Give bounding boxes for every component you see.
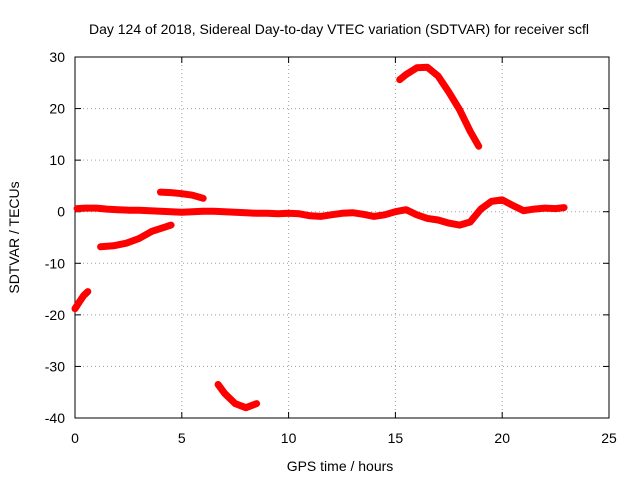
x-tick-label: 10 [281, 430, 297, 446]
series-arc-6 [396, 63, 483, 150]
y-tick-label: 20 [49, 101, 65, 117]
series-arc-3 [97, 221, 175, 251]
y-tick-label: 30 [49, 49, 65, 65]
ticks: 0 5 10 15 20 25 -40 -30 -20 -10 0 10 20 30 [45, 49, 617, 446]
series-group [71, 63, 568, 412]
y-tick-label: -40 [45, 410, 65, 426]
series-arc-5 [214, 381, 261, 412]
grid [75, 57, 609, 418]
series-arc-4 [156, 188, 207, 202]
y-tick-label: 10 [49, 152, 65, 168]
chart-title: Day 124 of 2018, Sidereal Day-to-day VTE… [89, 21, 589, 37]
series-arc-1 [71, 288, 92, 313]
x-axis-label: GPS time / hours [287, 458, 394, 474]
y-tick-label: -10 [45, 255, 65, 271]
x-tick-label: 0 [71, 430, 79, 446]
y-tick-label: -20 [45, 307, 65, 323]
plot-frame [74, 56, 610, 419]
y-axis-label: SDTVAR / TECUs [6, 181, 22, 293]
y-tick-label: -30 [45, 358, 65, 374]
series-arc-2 [73, 196, 568, 229]
x-tick-label: 20 [494, 430, 510, 446]
x-tick-label: 5 [178, 430, 186, 446]
x-tick-label: 15 [388, 430, 404, 446]
y-tick-label: 0 [57, 204, 65, 220]
x-tick-label: 25 [601, 430, 617, 446]
